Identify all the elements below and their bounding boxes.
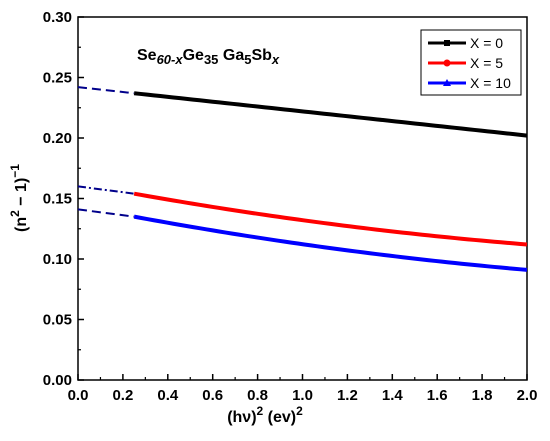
series-line xyxy=(133,91,528,138)
series-1 xyxy=(77,185,528,247)
x-tick-label: 0.8 xyxy=(247,387,268,404)
y-tick-label: 0.20 xyxy=(43,130,72,147)
axis-ticks: 0.0 0.2 0.4 0.6 0.8 1.0 1.2 1.4 1.6 1.8 2.0 0.00 0.0… xyxy=(43,9,538,404)
series-2 xyxy=(77,208,528,272)
x-tick-label: 1.8 xyxy=(472,387,493,404)
annotation-subscript: 5 xyxy=(244,52,251,67)
x-tick-label: 0.2 xyxy=(112,387,133,404)
series-line xyxy=(133,214,528,272)
x-tick-label: 0.6 xyxy=(202,387,223,404)
annotation-text: Sb xyxy=(251,47,272,64)
legend-marker xyxy=(444,40,450,46)
x-tick-label: 1.0 xyxy=(292,387,313,404)
extrapolation-line xyxy=(77,86,135,95)
annotation-subscript: 60-x xyxy=(157,52,184,67)
extrapolation-line xyxy=(77,185,135,195)
x-tick-label: 1.2 xyxy=(337,387,358,404)
legend-label: X = 0 xyxy=(470,35,503,51)
annotation-text: Ge xyxy=(183,47,204,64)
extrapolation-line xyxy=(77,208,135,218)
legend-label: X = 5 xyxy=(470,55,503,71)
y-tick-label: 0.10 xyxy=(43,251,72,268)
x-tick-label: 1.6 xyxy=(427,387,448,404)
y-tick-label: 0.05 xyxy=(43,312,72,329)
legend-marker xyxy=(443,59,451,67)
annotation-subscript: 35 xyxy=(204,52,218,67)
annotation-text: Ga xyxy=(218,47,244,64)
series-layer xyxy=(77,86,528,272)
legend: X = 0 X = 5 X = 10 xyxy=(420,29,522,96)
x-tick-label: 0.0 xyxy=(68,387,89,404)
y-tick-label: 0.00 xyxy=(43,372,72,389)
composition-annotation: Se60-xGe35 Ga5Sbx xyxy=(137,47,280,67)
y-tick-label: 0.25 xyxy=(43,70,72,87)
x-tick-label: 2.0 xyxy=(517,387,538,404)
annotation-subscript: x xyxy=(271,52,280,67)
y-tick-label: 0.30 xyxy=(43,9,72,26)
x-tick-label: 1.4 xyxy=(382,387,404,404)
x-axis-title: (hν)2 (ev)2 xyxy=(227,404,303,426)
legend-label: X = 10 xyxy=(470,75,511,91)
y-tick-label: 0.15 xyxy=(43,191,72,208)
y-axis-title: (n2 − 1)−1 xyxy=(8,164,30,232)
x-tick-label: 0.4 xyxy=(157,387,179,404)
series-0 xyxy=(77,86,528,138)
series-line xyxy=(133,191,528,247)
legend-marker xyxy=(443,79,451,86)
annotation-text: Se xyxy=(137,47,157,64)
